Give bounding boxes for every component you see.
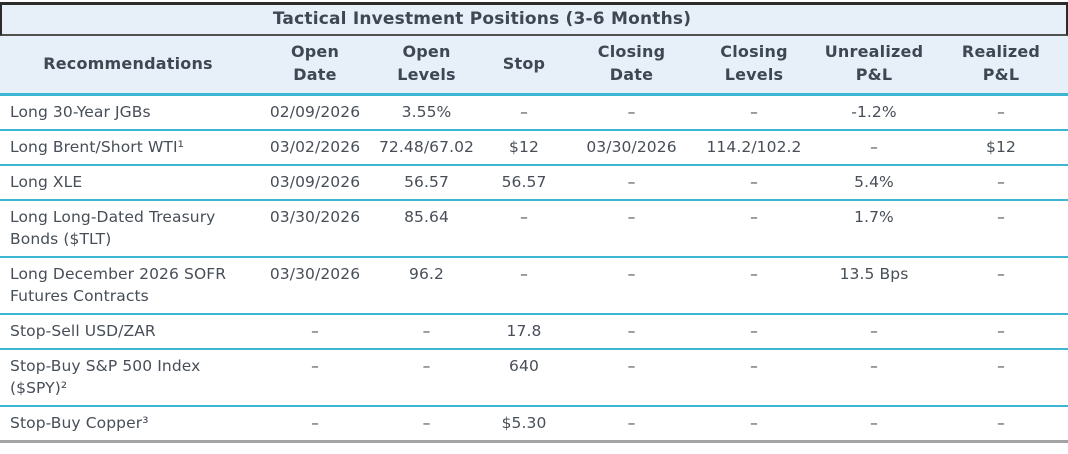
value-cell: 13.5 Bps bbox=[814, 257, 934, 315]
value-cell: – bbox=[934, 200, 1068, 258]
value-cell: 03/02/2026 bbox=[256, 130, 374, 166]
value-cell: – bbox=[934, 349, 1068, 407]
value-cell: – bbox=[934, 314, 1068, 350]
value-cell: – bbox=[694, 165, 814, 201]
column-header-line: P&L bbox=[855, 65, 893, 84]
column-header-stop: Stop bbox=[479, 36, 569, 96]
recommendation-cell: Stop-Sell USD/ZAR bbox=[0, 314, 256, 350]
value-cell: – bbox=[569, 314, 694, 350]
column-header-line: Levels bbox=[724, 65, 784, 84]
value-cell: $5.30 bbox=[479, 406, 569, 443]
value-cell: – bbox=[569, 165, 694, 201]
column-header-recommendations: Recommendations bbox=[0, 36, 256, 96]
value-cell: $12 bbox=[479, 130, 569, 166]
value-cell: 72.48/67.02 bbox=[374, 130, 479, 166]
value-cell: – bbox=[256, 349, 374, 407]
table-title: Tactical Investment Positions (3-6 Month… bbox=[0, 2, 1068, 36]
value-cell: 02/09/2026 bbox=[256, 94, 374, 131]
value-cell: – bbox=[569, 406, 694, 443]
value-cell: – bbox=[934, 406, 1068, 443]
value-cell: – bbox=[694, 200, 814, 258]
value-cell: 114.2/102.2 bbox=[694, 130, 814, 166]
value-cell: 56.57 bbox=[374, 165, 479, 201]
recommendation-cell: Stop-Buy Copper³ bbox=[0, 406, 256, 443]
value-cell: – bbox=[479, 94, 569, 131]
value-cell: – bbox=[814, 130, 934, 166]
column-header-line: Date bbox=[609, 65, 654, 84]
value-cell: $12 bbox=[934, 130, 1068, 166]
recommendation-cell: Long December 2026 SOFR Futures Contract… bbox=[0, 257, 256, 315]
column-header-line: Unrealized bbox=[824, 42, 924, 61]
value-cell: – bbox=[694, 349, 814, 407]
table-row: Long 30-Year JGBs 02/09/2026 3.55% – – – -1.2%… bbox=[0, 94, 1068, 131]
value-cell: 3.55% bbox=[374, 94, 479, 131]
value-cell: – bbox=[814, 406, 934, 443]
value-cell: – bbox=[694, 314, 814, 350]
value-cell: 03/09/2026 bbox=[256, 165, 374, 201]
column-header-line: Levels bbox=[397, 65, 456, 84]
value-cell: 03/30/2026 bbox=[569, 130, 694, 166]
value-cell: – bbox=[479, 200, 569, 258]
recommendation-cell: Long Long-Dated Treasury Bonds ($TLT) bbox=[0, 200, 256, 258]
value-cell: 17.8 bbox=[479, 314, 569, 350]
value-cell: – bbox=[694, 94, 814, 131]
value-cell: 85.64 bbox=[374, 200, 479, 258]
value-cell: 5.4% bbox=[814, 165, 934, 201]
value-cell: – bbox=[814, 349, 934, 407]
column-header-closing-levels: Closing Levels bbox=[694, 36, 814, 96]
value-cell: 03/30/2026 bbox=[256, 257, 374, 315]
positions-table: Recommendations Open Date Open Levels Stop Clo… bbox=[0, 36, 1068, 443]
table-row: Long XLE 03/09/2026 56.57 56.57– –5.4% – bbox=[0, 165, 1068, 201]
column-header-line: Recommendations bbox=[43, 53, 213, 73]
recommendation-cell: Long XLE bbox=[0, 165, 256, 201]
table-row: Long December 2026 SOFR Futures Contract… bbox=[0, 257, 1068, 315]
recommendation-cell: Long 30-Year JGBs bbox=[0, 94, 256, 131]
value-cell: – bbox=[569, 200, 694, 258]
value-cell: – bbox=[374, 349, 479, 407]
value-cell: – bbox=[694, 257, 814, 315]
table-row: Long Long-Dated Treasury Bonds ($TLT) 03/… bbox=[0, 200, 1068, 258]
recommendation-cell: Stop-Buy S&P 500 Index ($SPY)² bbox=[0, 349, 256, 407]
table-row: Stop-Sell USD/ZAR – –17.8– – – – bbox=[0, 314, 1068, 350]
value-cell: – bbox=[569, 257, 694, 315]
value-cell: 1.7% bbox=[814, 200, 934, 258]
column-header-line: Date bbox=[293, 65, 337, 84]
table-row: Stop-Buy S&P 500 Index ($SPY)² – –640– – – – bbox=[0, 349, 1068, 407]
column-header-line: Closing bbox=[597, 42, 666, 61]
column-header-closing-date: Closing Date bbox=[569, 36, 694, 96]
column-header-line: Closing bbox=[720, 42, 788, 61]
value-cell: – bbox=[934, 257, 1068, 315]
column-header-line: Open bbox=[290, 42, 340, 61]
column-header-line: Stop bbox=[502, 53, 546, 73]
column-header-open-levels: Open Levels bbox=[374, 36, 479, 96]
table-row: Stop-Buy Copper³ – – $5.30– – – – bbox=[0, 406, 1068, 443]
column-header-open-date: Open Date bbox=[256, 36, 374, 96]
value-cell: – bbox=[374, 314, 479, 350]
column-header-realized-p-l: Realized P&L bbox=[934, 36, 1068, 96]
value-cell: – bbox=[814, 314, 934, 350]
value-cell: – bbox=[569, 94, 694, 131]
value-cell: -1.2% bbox=[814, 94, 934, 131]
value-cell: – bbox=[374, 406, 479, 443]
column-header-line: P&L bbox=[982, 65, 1020, 84]
column-header-line: Open bbox=[402, 42, 451, 61]
value-cell: – bbox=[256, 406, 374, 443]
table-header-row: Recommendations Open Date Open Levels Stop Clo… bbox=[0, 36, 1068, 96]
value-cell: 96.2 bbox=[374, 257, 479, 315]
value-cell: – bbox=[479, 257, 569, 315]
table-row: Long Brent/Short WTI¹ 03/02/2026 72.48/67.… bbox=[0, 130, 1068, 166]
value-cell: – bbox=[256, 314, 374, 350]
tactical-positions-table: Tactical Investment Positions (3-6 Month… bbox=[0, 2, 1068, 443]
value-cell: – bbox=[694, 406, 814, 443]
value-cell: – bbox=[934, 165, 1068, 201]
value-cell: – bbox=[569, 349, 694, 407]
column-header-line: Realized bbox=[961, 42, 1041, 61]
value-cell: 03/30/2026 bbox=[256, 200, 374, 258]
value-cell: 56.57 bbox=[479, 165, 569, 201]
value-cell: – bbox=[934, 94, 1068, 131]
recommendation-cell: Long Brent/Short WTI¹ bbox=[0, 130, 256, 166]
column-header-unrealized-p-l: Unrealized P&L bbox=[814, 36, 934, 96]
value-cell: 640 bbox=[479, 349, 569, 407]
